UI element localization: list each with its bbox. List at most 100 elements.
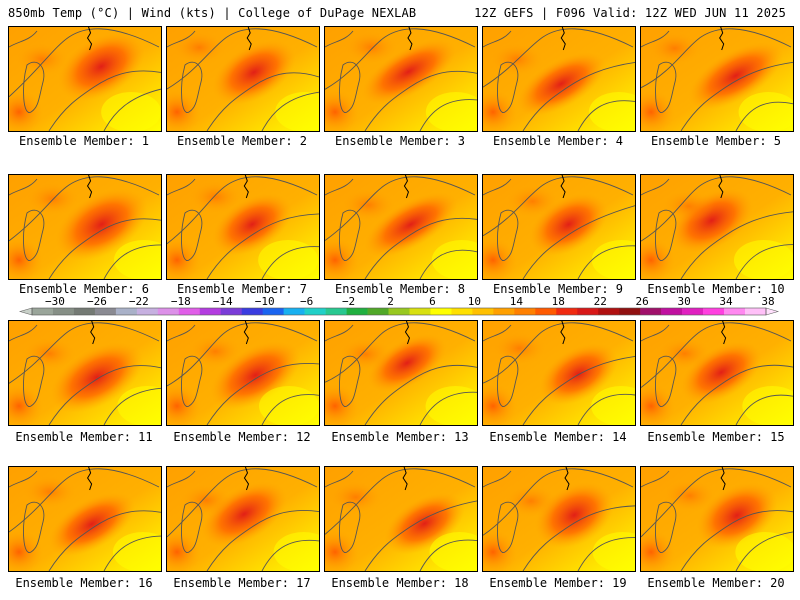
colorbar-swatch [451,308,473,315]
temperature-field-map [167,27,319,131]
colorbar-swatch [388,308,410,315]
colorbar-swatch [577,308,599,315]
ensemble-member-panel [640,174,794,280]
temperature-field-map [325,175,477,279]
ensemble-member-label: Ensemble Member: 12 [173,430,311,444]
colorbar-tick-label: 10 [468,296,481,308]
ensemble-member-label: Ensemble Member: 13 [331,430,469,444]
colorbar-swatch [94,308,117,315]
colorbar-tick-label: 30 [677,296,690,308]
ensemble-member-label: Ensemble Member: 3 [334,134,466,148]
colorbar-border [31,307,767,316]
colorbar-tick-label: 26 [636,296,649,308]
colorbar-swatch [115,308,138,315]
colorbar-swatch [724,308,746,315]
temperature-field-map [325,321,477,425]
temperature-field-map [483,175,635,279]
colorbar-swatch [493,308,515,315]
colorbar-tick-label: −26 [87,296,107,308]
colorbar-tick-label: 18 [552,296,565,308]
header-right-title: 12Z GEFS | F096 Valid: 12Z WED JUN 11 20… [474,6,786,20]
ensemble-member-label: Ensemble Member: 6 [18,282,150,296]
colorbar-swatch [619,308,641,315]
temperature-field-map [483,27,635,131]
header-left-title: 850mb Temp (°C) | Wind (kts) | College o… [8,6,417,20]
temperature-field-map [325,27,477,131]
colorbar-swatch [220,308,243,315]
ensemble-member-label: Ensemble Member: 2 [176,134,308,148]
temperature-field-map [641,467,793,571]
colorbar-swatch [556,308,578,315]
colorbar-swatch [640,308,662,315]
ensemble-member-panel [8,320,162,426]
temperature-field-map [9,27,161,131]
colorbar-swatch [430,308,452,315]
colorbar-swatch [535,308,557,315]
colorbar-tick-label: 38 [761,296,774,308]
colorbar-swatch [325,308,347,315]
colorbar-swatch [283,308,305,315]
ensemble-member-panel [482,466,636,572]
colorbar-swatch [199,308,222,315]
colorbar-tick-label: 34 [719,296,733,308]
temperature-field-map [483,321,635,425]
ensemble-member-label: Ensemble Member: 10 [647,282,785,296]
ensemble-member-panel [166,320,320,426]
colorbar-swatch [157,308,180,315]
colorbar-swatch [262,308,284,315]
ensemble-member-label: Ensemble Member: 1 [18,134,150,148]
colorbar-swatch [346,308,368,315]
colorbar-swatch [367,308,389,315]
colorbar-tick-label: −30 [45,296,65,308]
ensemble-member-label: Ensemble Member: 9 [492,282,624,296]
ensemble-member-panel [324,26,478,132]
colorbar-swatch [32,308,54,315]
ensemble-member-panel [8,466,162,572]
temperature-field-map [9,175,161,279]
colorbar-right-arrow [765,307,780,316]
ensemble-member-panel [482,174,636,280]
temperature-field-map [9,467,161,571]
ensemble-member-label: Ensemble Member: 19 [489,576,627,590]
colorbar-swatch [304,308,326,315]
ensemble-member-panel [640,320,794,426]
colorbar-swatch [241,308,263,315]
ensemble-member-label: Ensemble Member: 20 [647,576,785,590]
ensemble-member-label: Ensemble Member: 18 [331,576,469,590]
colorbar-tick-label: 6 [429,296,436,308]
ensemble-member-panel [166,174,320,280]
colorbar-swatch [598,308,620,315]
colorbar-tick-label: −14 [213,296,233,308]
temperature-field-map [9,321,161,425]
ensemble-member-panel [8,174,162,280]
temperature-field-map [167,175,319,279]
temperature-field-map [483,467,635,571]
ensemble-member-label: Ensemble Member: 8 [334,282,466,296]
colorbar-swatch [73,308,96,315]
ensemble-member-panel [482,320,636,426]
colorbar-tick-label: 14 [510,296,524,308]
colorbar-swatch [514,308,536,315]
ensemble-member-label: Ensemble Member: 11 [15,430,153,444]
colorbar-swatch [682,308,704,315]
colorbar-swatch [703,308,725,315]
colorbar-swatch [661,308,683,315]
ensemble-member-label: Ensemble Member: 7 [176,282,308,296]
colorbar-tick-label: 22 [594,296,607,308]
temperature-field-map [167,467,319,571]
ensemble-member-panel [640,466,794,572]
temperature-field-map [641,27,793,131]
colorbar-swatch [409,308,431,315]
ensemble-member-panel [8,26,162,132]
colorbar-svg: −30 −26 −22 −18 −14 −10 −6 −2 2 6 10 14 18 22 26 30 34 38… [18,295,780,316]
ensemble-member-panel [640,26,794,132]
ensemble-member-panel [166,26,320,132]
ensemble-member-panel [482,26,636,132]
colorbar-tick-label: −6 [300,296,313,308]
temperature-field-map [641,321,793,425]
ensemble-member-panel [324,320,478,426]
colorbar-swatch [472,308,494,315]
colorbar-swatch [745,308,767,315]
ensemble-member-label: Ensemble Member: 17 [173,576,311,590]
colorbar-tick-label: 2 [387,296,394,308]
